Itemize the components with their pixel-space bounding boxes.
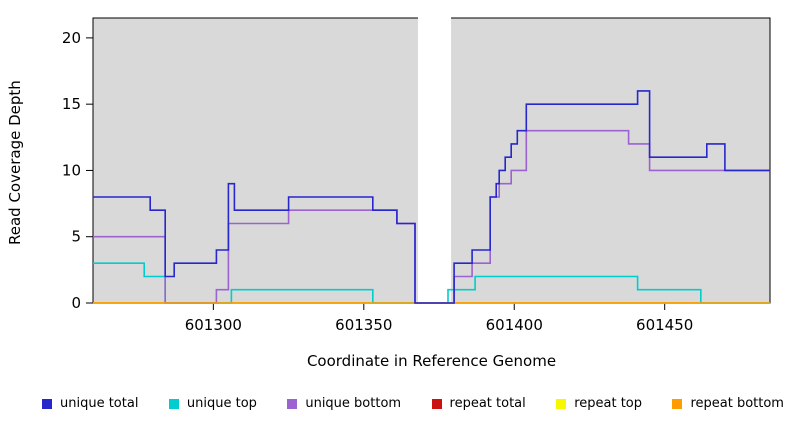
legend-label-repeat-bottom: repeat bottom	[690, 396, 784, 411]
legend-item-unique-bottom: unique bottom	[287, 396, 401, 411]
y-tick-label: 5	[71, 228, 81, 246]
x-tick-label: 601450	[636, 316, 693, 334]
y-tick-label: 0	[71, 294, 81, 312]
y-tick-label: 15	[62, 95, 81, 113]
no-data-gap-band	[417, 10, 452, 303]
x-tick-label: 601300	[185, 316, 242, 334]
series-line-unique-total	[93, 90, 770, 304]
legend-swatch-unique-total	[42, 398, 52, 409]
legend-label-unique-top: unique top	[186, 396, 257, 411]
legend-label-repeat-total: repeat total	[449, 396, 526, 411]
legend-label-repeat-top: repeat top	[574, 396, 642, 411]
legend-swatch-repeat-top	[556, 398, 567, 409]
legend-swatch-unique-bottom	[287, 398, 298, 409]
x-axis-title: Coordinate in Reference Genome	[306, 352, 557, 370]
legend-item-repeat-top: repeat top	[556, 396, 642, 411]
series-line-unique-bottom	[93, 129, 770, 304]
legend-item-repeat-total: repeat total	[431, 396, 526, 411]
coverage-chart-canvas: 601300 601350 601400 601450 0 5 10 15 20	[61, 10, 771, 334]
legend-label-unique-total: unique total	[60, 396, 139, 411]
y-axis-title: Read Coverage Depth	[6, 80, 24, 245]
y-tick-label: 20	[62, 29, 81, 47]
legend-swatch-repeat-total	[431, 398, 442, 409]
legend-item-repeat-bottom: repeat bottom	[672, 396, 784, 411]
legend-swatch-unique-top	[168, 398, 179, 409]
legend-swatch-repeat-bottom	[672, 398, 683, 409]
legend-item-unique-top: unique top	[168, 396, 257, 411]
x-tick-label: 601350	[335, 316, 392, 334]
y-tick-label: 10	[62, 161, 81, 179]
legend-item-unique-total: unique total	[42, 396, 138, 411]
legend-label-unique-bottom: unique bottom	[305, 396, 402, 411]
legend: unique total unique top unique bottom re…	[42, 396, 784, 411]
x-tick-label: 601400	[486, 316, 543, 334]
